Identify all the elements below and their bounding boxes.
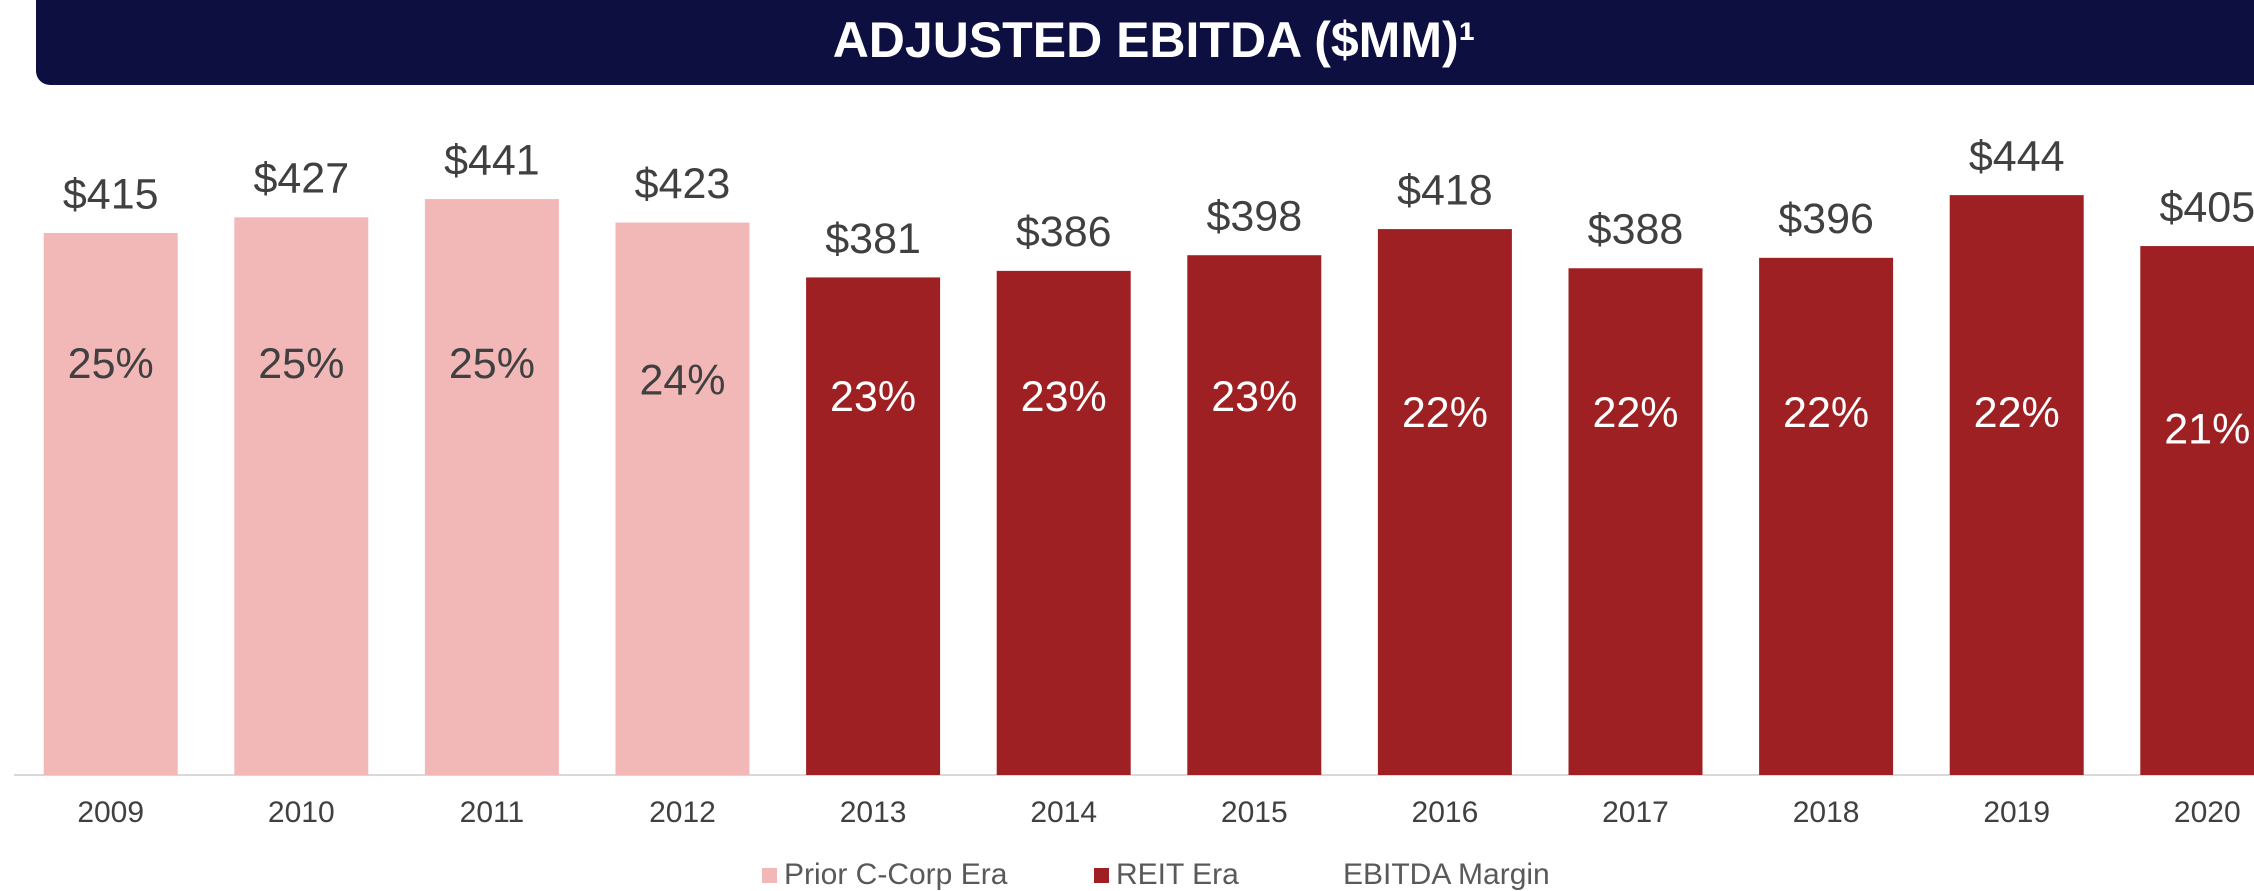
value-label: $388 xyxy=(1588,206,1684,254)
value-label: $418 xyxy=(1397,166,1493,214)
x-tick-label: 2017 xyxy=(1602,796,1669,829)
chart-title: ADJUSTED EBITDA ($MM)¹ xyxy=(833,12,1476,68)
x-tick-label: 2014 xyxy=(1030,796,1097,829)
value-label: $381 xyxy=(825,215,921,263)
value-label: $427 xyxy=(253,155,349,203)
margin-label: 22% xyxy=(1592,389,1678,437)
legend-marker xyxy=(762,868,777,883)
bar xyxy=(424,199,559,775)
bar xyxy=(234,217,369,775)
x-tick-label: 2020 xyxy=(2174,796,2241,829)
x-tick-label: 2015 xyxy=(1221,796,1288,829)
x-tick-label: 2012 xyxy=(649,796,716,829)
value-label: $441 xyxy=(444,136,540,184)
margin-label: 25% xyxy=(258,340,344,388)
value-label: $405 xyxy=(2159,183,2254,231)
value-label: $444 xyxy=(1969,132,2065,180)
margin-label: 23% xyxy=(1211,373,1297,421)
bar xyxy=(996,270,1131,775)
legend-label: EBITDA Margin xyxy=(1343,858,1550,891)
margin-label: 25% xyxy=(68,340,154,388)
bar xyxy=(2140,246,2254,775)
value-label: $386 xyxy=(1016,208,1112,256)
x-tick-label: 2013 xyxy=(840,796,907,829)
margin-label: 22% xyxy=(1402,389,1488,437)
x-tick-label: 2011 xyxy=(460,796,525,829)
bar xyxy=(615,222,750,775)
bar xyxy=(1187,255,1322,775)
bar xyxy=(806,277,941,775)
bar xyxy=(1759,257,1894,776)
legend-label: Prior C-Corp Era xyxy=(784,858,1008,891)
x-tick-label: 2009 xyxy=(77,796,144,829)
legend-marker xyxy=(1094,868,1109,883)
margin-label: 23% xyxy=(1021,373,1107,421)
legend-label: REIT Era xyxy=(1116,858,1239,891)
margin-label: 22% xyxy=(1783,389,1869,437)
margin-label: 21% xyxy=(2164,406,2250,454)
x-tick-label: 2018 xyxy=(1793,796,1860,829)
bar xyxy=(1568,268,1703,775)
margin-label: 24% xyxy=(639,357,725,405)
bar xyxy=(43,233,178,775)
bar xyxy=(1949,195,2084,776)
value-label: $396 xyxy=(1778,195,1874,243)
margin-label: 25% xyxy=(449,340,535,388)
x-tick-label: 2016 xyxy=(1412,796,1479,829)
title-bar xyxy=(36,0,2254,85)
value-label: $423 xyxy=(635,160,731,208)
value-label: $398 xyxy=(1206,193,1302,241)
x-tick-label: 2019 xyxy=(1983,796,2050,829)
bar xyxy=(1377,229,1512,776)
margin-label: 23% xyxy=(830,373,916,421)
value-label: $415 xyxy=(63,170,159,218)
margin-label: 22% xyxy=(1974,389,2060,437)
x-tick-label: 2010 xyxy=(268,796,335,829)
